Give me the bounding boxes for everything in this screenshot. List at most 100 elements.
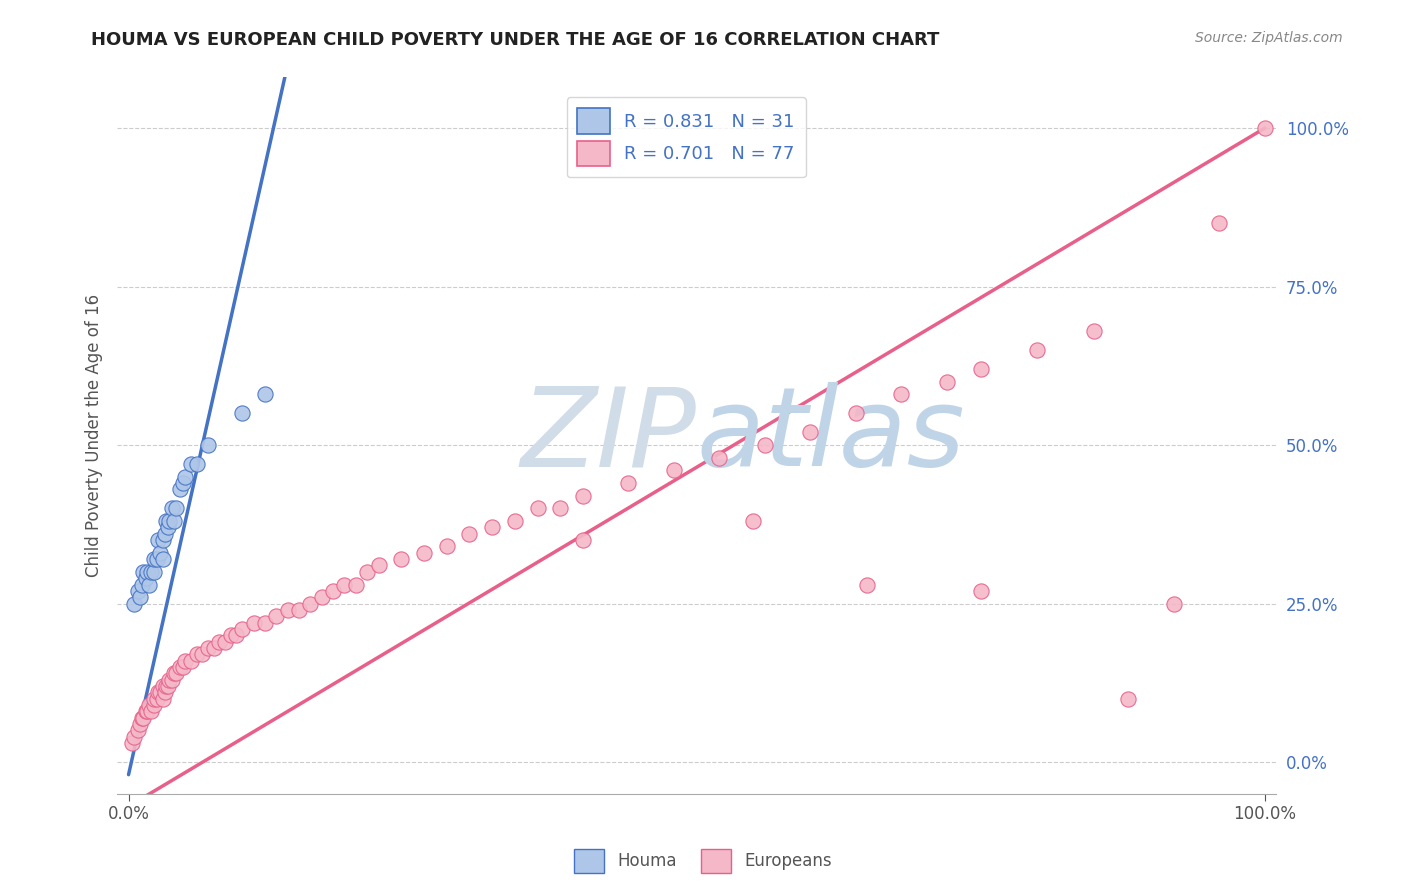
Point bbox=[132, 565, 155, 579]
Point bbox=[367, 558, 389, 573]
Point bbox=[356, 565, 378, 579]
Point bbox=[127, 583, 149, 598]
Point bbox=[413, 546, 436, 560]
Point bbox=[253, 615, 276, 630]
Point bbox=[186, 457, 208, 471]
Point bbox=[159, 514, 181, 528]
Point bbox=[129, 717, 152, 731]
Text: atlas: atlas bbox=[696, 382, 966, 489]
Point bbox=[169, 660, 191, 674]
Point bbox=[174, 654, 197, 668]
Legend: R = 0.831   N = 31, R = 0.701   N = 77: R = 0.831 N = 31, R = 0.701 N = 77 bbox=[567, 97, 806, 178]
Point bbox=[152, 552, 174, 566]
Point bbox=[662, 463, 685, 477]
Point bbox=[172, 476, 194, 491]
Point bbox=[142, 552, 165, 566]
Point bbox=[146, 685, 169, 699]
Text: HOUMA VS EUROPEAN CHILD POVERTY UNDER THE AGE OF 16 CORRELATION CHART: HOUMA VS EUROPEAN CHILD POVERTY UNDER TH… bbox=[91, 31, 939, 49]
Point bbox=[1026, 343, 1049, 357]
Point bbox=[165, 666, 187, 681]
Point bbox=[458, 526, 481, 541]
Point bbox=[141, 565, 163, 579]
Point bbox=[146, 533, 169, 548]
Point bbox=[131, 711, 153, 725]
Point bbox=[165, 501, 187, 516]
Point bbox=[242, 615, 264, 630]
Point bbox=[152, 691, 174, 706]
Point bbox=[225, 628, 247, 642]
Point bbox=[174, 469, 197, 483]
Point bbox=[127, 723, 149, 738]
Point bbox=[159, 673, 181, 687]
Point bbox=[163, 666, 186, 681]
Point bbox=[135, 565, 157, 579]
Point bbox=[231, 406, 253, 420]
Point bbox=[157, 679, 180, 693]
Point bbox=[197, 438, 219, 452]
Point bbox=[890, 387, 912, 401]
Point bbox=[333, 577, 356, 591]
Point bbox=[149, 546, 172, 560]
Point bbox=[152, 679, 174, 693]
Point bbox=[135, 704, 157, 718]
Point bbox=[709, 450, 731, 465]
Point bbox=[208, 634, 231, 648]
Point bbox=[132, 711, 155, 725]
Point bbox=[503, 514, 526, 528]
Point bbox=[1254, 121, 1277, 136]
Point bbox=[754, 438, 776, 452]
Point bbox=[742, 514, 765, 528]
Point bbox=[202, 640, 225, 655]
Point bbox=[122, 730, 145, 744]
Point bbox=[845, 406, 868, 420]
Point bbox=[153, 685, 176, 699]
Point bbox=[129, 590, 152, 604]
Point bbox=[288, 603, 311, 617]
Point bbox=[138, 698, 160, 712]
Point bbox=[264, 609, 287, 624]
Legend: Houma, Europeans: Houma, Europeans bbox=[567, 842, 839, 880]
Point bbox=[141, 704, 163, 718]
Point bbox=[155, 514, 177, 528]
Point bbox=[160, 673, 183, 687]
Text: ZIP: ZIP bbox=[520, 382, 696, 489]
Point bbox=[970, 362, 993, 376]
Point bbox=[180, 457, 202, 471]
Point bbox=[180, 654, 202, 668]
Point bbox=[277, 603, 299, 617]
Point bbox=[197, 640, 219, 655]
Point bbox=[311, 590, 333, 604]
Point bbox=[389, 552, 412, 566]
Point bbox=[572, 533, 595, 548]
Point bbox=[344, 577, 367, 591]
Point bbox=[138, 577, 160, 591]
Point bbox=[436, 540, 458, 554]
Point bbox=[163, 514, 186, 528]
Point bbox=[572, 489, 595, 503]
Point bbox=[142, 565, 165, 579]
Point bbox=[153, 526, 176, 541]
Point bbox=[253, 387, 276, 401]
Point bbox=[172, 660, 194, 674]
Point bbox=[160, 501, 183, 516]
Point bbox=[1118, 691, 1140, 706]
Point bbox=[122, 597, 145, 611]
Point bbox=[935, 375, 957, 389]
Point bbox=[219, 628, 242, 642]
Point bbox=[970, 583, 993, 598]
Point bbox=[191, 647, 214, 661]
Point bbox=[856, 577, 879, 591]
Y-axis label: Child Poverty Under the Age of 16: Child Poverty Under the Age of 16 bbox=[86, 294, 103, 577]
Point bbox=[799, 425, 821, 440]
Point bbox=[550, 501, 572, 516]
Point bbox=[155, 679, 177, 693]
Point bbox=[131, 577, 153, 591]
Point bbox=[214, 634, 236, 648]
Point bbox=[142, 691, 165, 706]
Text: Source: ZipAtlas.com: Source: ZipAtlas.com bbox=[1195, 31, 1343, 45]
Point bbox=[1163, 597, 1185, 611]
Point bbox=[322, 583, 344, 598]
Point bbox=[617, 476, 640, 491]
Point bbox=[146, 552, 169, 566]
Point bbox=[186, 647, 208, 661]
